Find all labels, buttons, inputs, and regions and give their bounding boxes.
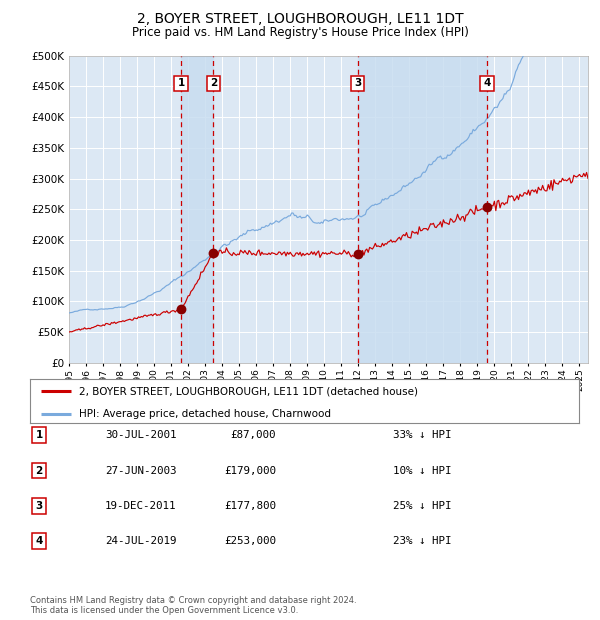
Text: £177,800: £177,800 — [224, 501, 276, 511]
Text: HPI: Average price, detached house, Charnwood: HPI: Average price, detached house, Char… — [79, 409, 331, 419]
Text: 30-JUL-2001: 30-JUL-2001 — [105, 430, 176, 440]
Text: Price paid vs. HM Land Registry's House Price Index (HPI): Price paid vs. HM Land Registry's House … — [131, 26, 469, 39]
Text: 1: 1 — [178, 78, 185, 89]
Text: 24-JUL-2019: 24-JUL-2019 — [105, 536, 176, 546]
Text: 2, BOYER STREET, LOUGHBOROUGH, LE11 1DT: 2, BOYER STREET, LOUGHBOROUGH, LE11 1DT — [137, 12, 463, 27]
Text: 3: 3 — [35, 501, 43, 511]
Text: Contains HM Land Registry data © Crown copyright and database right 2024.
This d: Contains HM Land Registry data © Crown c… — [30, 596, 356, 615]
Point — [482, 203, 492, 213]
Text: 4: 4 — [483, 78, 491, 89]
Text: 19-DEC-2011: 19-DEC-2011 — [105, 501, 176, 511]
Text: 23% ↓ HPI: 23% ↓ HPI — [393, 536, 452, 546]
Text: 2: 2 — [210, 78, 217, 89]
Point — [176, 304, 186, 314]
Bar — [181, 56, 214, 363]
Text: 33% ↓ HPI: 33% ↓ HPI — [393, 430, 452, 440]
Text: £253,000: £253,000 — [224, 536, 276, 546]
Text: 3: 3 — [354, 78, 361, 89]
Bar — [358, 56, 487, 363]
Text: 10% ↓ HPI: 10% ↓ HPI — [393, 466, 452, 476]
Text: £179,000: £179,000 — [224, 466, 276, 476]
Text: 1: 1 — [35, 430, 43, 440]
Text: 2: 2 — [35, 466, 43, 476]
Text: 25% ↓ HPI: 25% ↓ HPI — [393, 501, 452, 511]
Text: 27-JUN-2003: 27-JUN-2003 — [105, 466, 176, 476]
Text: 4: 4 — [35, 536, 43, 546]
Point — [209, 248, 218, 258]
Text: 2, BOYER STREET, LOUGHBOROUGH, LE11 1DT (detached house): 2, BOYER STREET, LOUGHBOROUGH, LE11 1DT … — [79, 386, 418, 396]
Text: £87,000: £87,000 — [230, 430, 276, 440]
Point — [353, 249, 362, 259]
